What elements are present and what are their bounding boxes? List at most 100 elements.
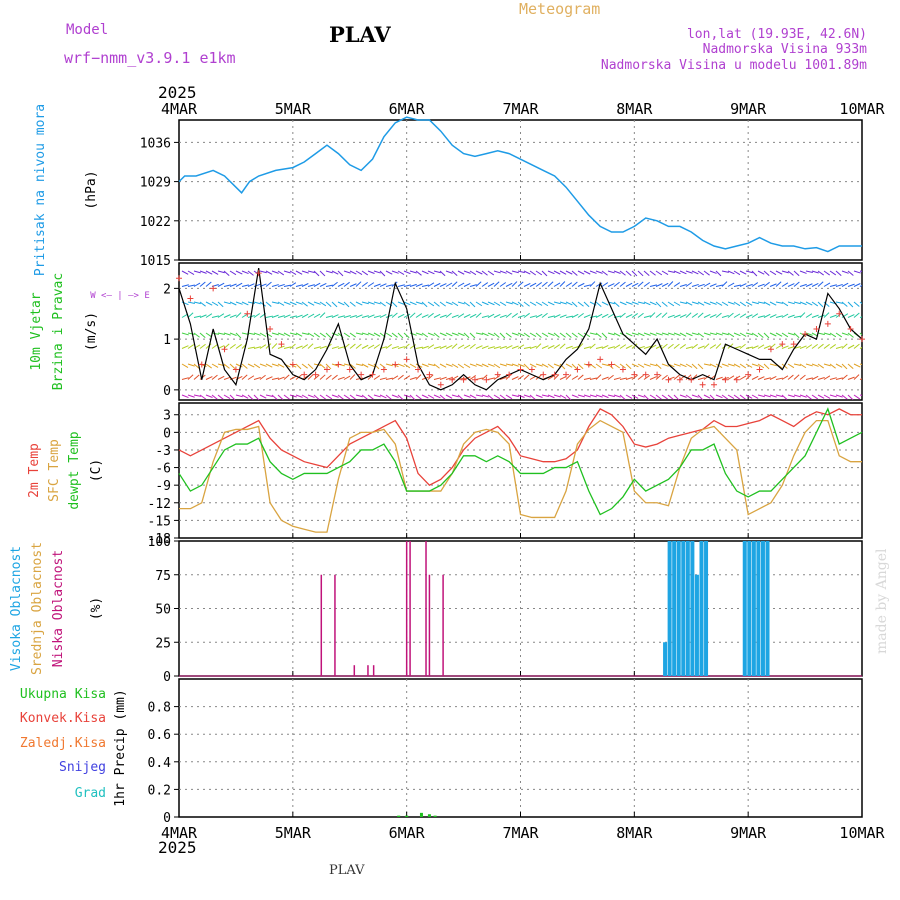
wind-barb [523,270,531,275]
wind-gust-marker [426,371,433,378]
wind-barb [319,283,327,287]
wind-barb [649,284,657,287]
wind-barb [313,332,320,338]
wind-barb [499,270,507,274]
wind-barb [277,394,284,400]
wind-barb [709,332,717,336]
cloud-bar [760,541,765,676]
wind-barb [271,270,279,274]
time-tick-top-label: 7MAR [502,100,539,118]
wind-gust-marker [346,366,353,373]
wind-barb [325,363,332,370]
wind-barb [205,313,213,318]
wind-barb [697,301,705,306]
wind-barb [187,270,195,276]
wind-barb [619,377,627,380]
wind-barb [715,394,723,399]
wind-barb [535,313,543,318]
cloud-bar [663,642,668,676]
wind-barb [445,282,453,287]
y-tick-label: 1022 [140,215,171,230]
wind-barb [853,343,860,349]
wind-barb [415,346,423,349]
wind-barb [463,301,470,307]
wind-barb [187,344,195,349]
y-tick-label: 1 [163,333,171,348]
wind-barb [349,332,356,338]
wind-barb [739,332,747,337]
wind-barb [787,270,794,276]
wind-barb [811,375,819,380]
cloud-bar [751,541,756,676]
y-tick-label: 1036 [140,136,171,151]
wind-barb [697,332,705,338]
wind-barb [523,301,530,307]
wind-barb [859,316,862,318]
wind-barb [733,313,741,318]
wind-barb [409,301,417,306]
cloud-bar [442,574,444,676]
wind-barb [805,332,813,336]
wind-barb [481,282,489,287]
wind-barb [319,332,327,338]
wind-barb [241,374,248,380]
wind-barb [187,284,195,287]
wind-barb [577,394,585,398]
wind-barb [439,332,447,337]
wind-barb [211,394,218,400]
wind-barb [613,281,620,287]
wind-barb [385,394,392,400]
wind-barb [235,312,242,318]
wind-barb [409,376,417,380]
wind-gust-marker [813,325,820,332]
wind-barb [727,375,735,380]
wind-barb [757,283,765,287]
wind-barb [193,282,201,287]
wind-barb [727,332,735,338]
wind-gust-marker [198,361,205,368]
wind-barb [349,394,356,400]
wind-barb [541,332,549,338]
wind-barb [601,344,609,349]
wind-barb [523,394,531,398]
wind-barb [673,332,681,336]
wind-barb [757,270,765,275]
wind-barb [643,375,650,380]
wind-barb [421,394,429,399]
temp-axis-label: dewpt Temp [67,431,82,509]
wind-barb [769,270,777,276]
wind-barb [697,283,705,287]
wind-barb [577,301,584,307]
wind-barb [787,314,795,318]
wind-barb [655,301,662,308]
wind-barb [181,284,189,287]
wind-barb [859,284,862,287]
wind-barb [637,301,645,305]
wind-barb [535,282,542,287]
wind-barb [457,332,465,337]
wind-barb [253,332,261,336]
wind-barb [553,314,561,318]
wind-barb [811,301,819,307]
wind-barb [367,344,375,349]
wind-barb [361,363,369,368]
wind-barb [673,301,681,306]
wind-barb [403,284,411,287]
precip-bar [433,815,437,817]
wind-barb [307,363,314,370]
wind-barb [763,332,770,339]
wind-barb [457,394,464,400]
wind-barb [223,270,230,277]
wind-barb [787,301,795,305]
wind-compass-label: W <— | —> E [90,291,150,301]
wind-barb [829,363,836,369]
wind-barb [505,394,513,400]
wind-barb [385,377,393,380]
wind-barb [709,394,716,400]
wind-barb [655,312,662,318]
wind-barb [637,394,645,398]
wind-barb [325,301,332,308]
wind-barb [625,332,633,337]
wind-barb [367,282,375,287]
wind-barb [187,332,195,335]
